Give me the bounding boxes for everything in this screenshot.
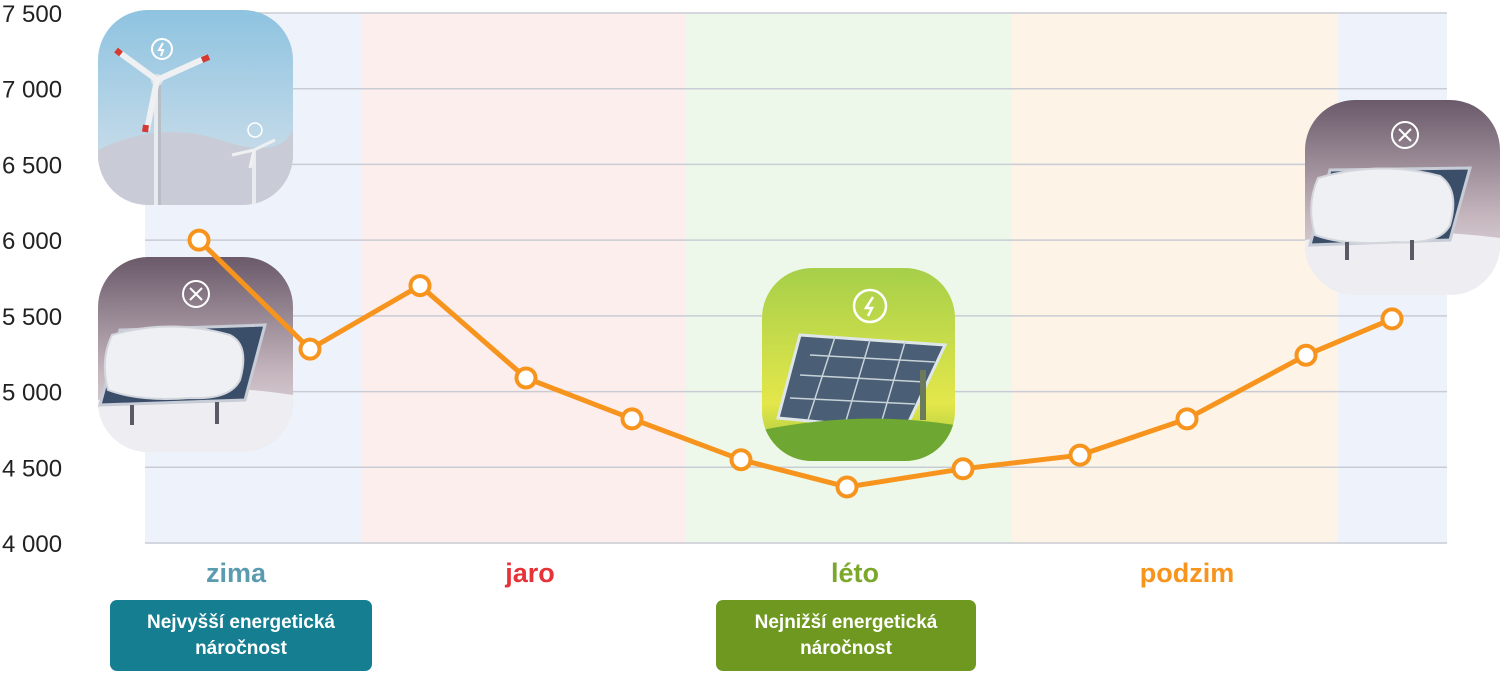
data-point — [1294, 343, 1318, 367]
y-tick-label: 6 000 — [2, 228, 62, 255]
data-point — [951, 457, 975, 481]
series-line-path — [197, 238, 1393, 490]
data-point — [514, 366, 538, 390]
data-point — [1175, 407, 1199, 431]
data-point — [835, 475, 859, 499]
y-tick-label: 5 000 — [2, 380, 62, 407]
sunny-solar-panel-icon — [762, 268, 955, 461]
y-tick-label: 4 000 — [2, 531, 62, 558]
season-label-zima: zima — [206, 558, 267, 588]
season-label-jaro: jaro — [504, 558, 555, 588]
season-label-léto: léto — [831, 558, 879, 588]
data-point — [1068, 443, 1092, 467]
data-point — [298, 337, 322, 361]
data-point — [1380, 307, 1404, 331]
lowest-demand-text: Nejnižší energetická náročnost — [754, 611, 938, 659]
season-labels: zima jaro léto podzim — [206, 558, 1234, 588]
season-band-podzim — [1012, 13, 1338, 543]
snow-covered-solar-panel-icon — [98, 257, 293, 452]
data-point — [620, 407, 644, 431]
y-axis-ticks: 4 000 4 500 5 000 5 500 6 000 6 500 7 000 7 500 — [2, 1, 62, 558]
season-label-podzim: podzim — [1140, 558, 1235, 588]
data-point — [408, 274, 432, 298]
y-tick-label: 6 500 — [2, 152, 62, 179]
highest-demand-badge: Nejvyšší energetická náročnost — [110, 600, 372, 671]
y-tick-label: 5 500 — [2, 304, 62, 331]
data-point — [187, 228, 211, 252]
season-band-jaro — [362, 13, 686, 543]
series-line — [187, 228, 1404, 499]
y-tick-label: 7 500 — [2, 1, 62, 28]
highest-demand-text: Nejvyšší energetická náročnost — [146, 611, 335, 659]
snow-covered-solar-panel-icon — [1305, 100, 1500, 295]
y-tick-label: 7 000 — [2, 77, 62, 104]
data-point — [729, 448, 753, 472]
wind-turbine-icon — [98, 10, 293, 205]
lowest-demand-badge: Nejnižší energetická náročnost — [716, 600, 976, 671]
y-tick-label: 4 500 — [2, 455, 62, 482]
